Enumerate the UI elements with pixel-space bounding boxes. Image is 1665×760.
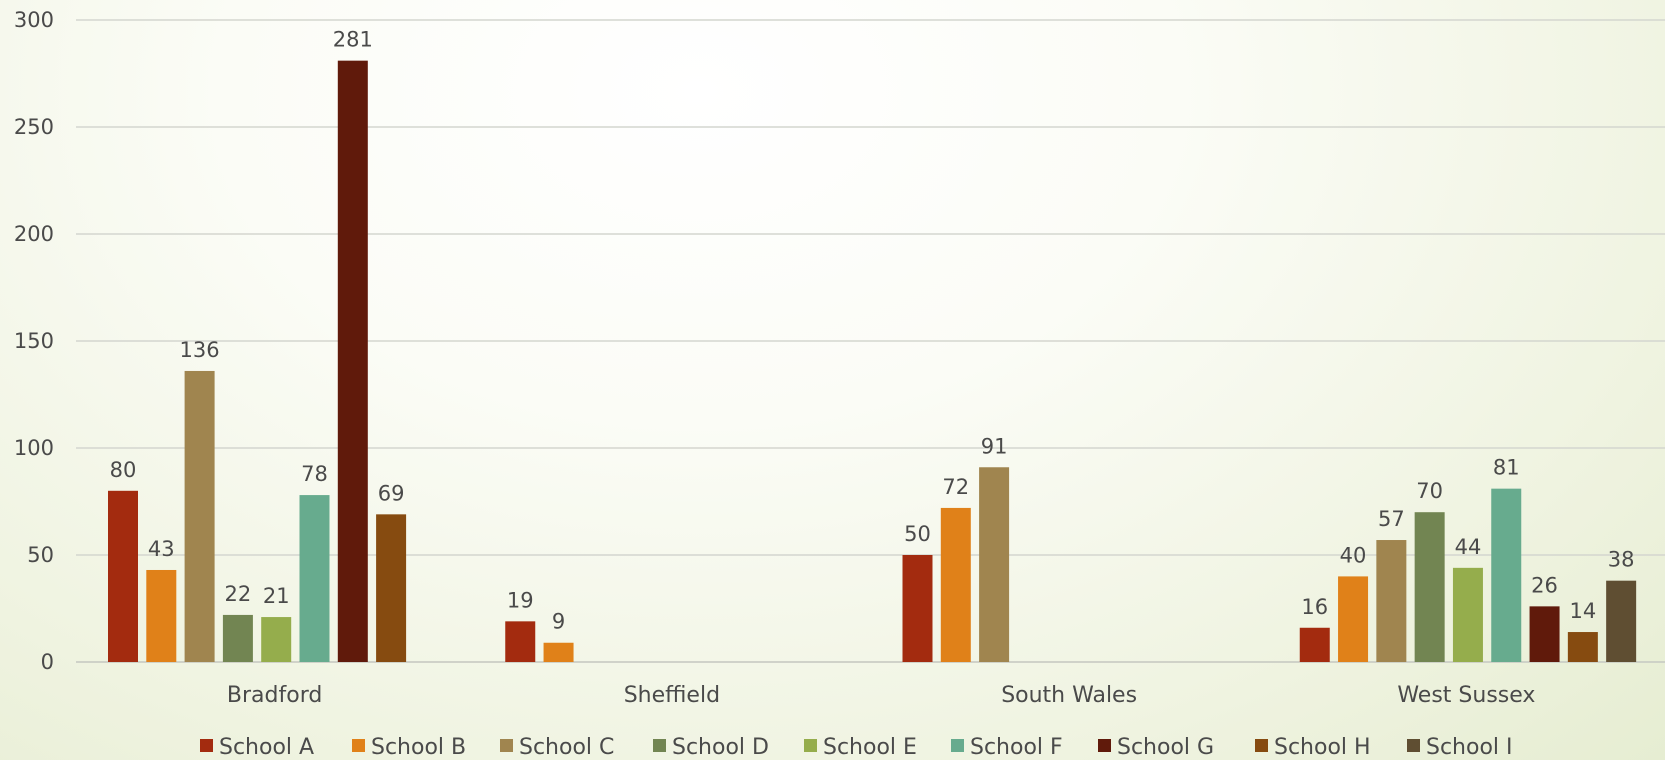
bar xyxy=(1491,488,1522,662)
x-category-label: South Wales xyxy=(1001,683,1137,708)
data-label: 38 xyxy=(1608,548,1635,572)
data-label: 78 xyxy=(301,462,328,486)
bar xyxy=(1567,632,1598,662)
x-axis-categories: Bradford Sheffield South Wales West Sussex xyxy=(227,683,1536,708)
data-label: 9 xyxy=(552,610,565,634)
legend-label: School E xyxy=(823,735,917,760)
bar xyxy=(376,514,407,662)
legend-swatch xyxy=(1098,739,1111,752)
data-label: 21 xyxy=(263,584,290,608)
data-label: 70 xyxy=(1416,479,1443,503)
bar xyxy=(261,617,292,662)
y-tick-label: 250 xyxy=(14,115,54,139)
bar xyxy=(543,642,574,662)
data-label: 91 xyxy=(981,434,1008,458)
legend-swatch xyxy=(951,739,964,752)
y-tick-label: 100 xyxy=(14,436,54,460)
legend: School A School B School C School D School E… xyxy=(200,735,1513,760)
legend-label: School F xyxy=(970,735,1063,760)
legend-label: School D xyxy=(672,735,769,760)
legend-label: School C xyxy=(519,735,614,760)
data-label: 26 xyxy=(1531,573,1558,597)
bar xyxy=(505,621,536,662)
x-category-label: West Sussex xyxy=(1397,683,1535,708)
legend-swatch xyxy=(500,739,513,752)
data-label: 16 xyxy=(1301,595,1328,619)
data-label: 72 xyxy=(942,475,969,499)
data-label: 80 xyxy=(110,458,137,482)
data-label: 44 xyxy=(1455,535,1482,559)
data-label: 14 xyxy=(1569,599,1596,623)
bar xyxy=(1338,576,1369,662)
legend-label: School B xyxy=(371,735,466,760)
bar xyxy=(1606,580,1637,662)
y-axis-ticks: 0 50 100 150 200 250 300 xyxy=(14,8,54,674)
bar xyxy=(299,495,330,662)
data-label: 81 xyxy=(1493,456,1520,480)
bar xyxy=(1452,567,1483,662)
bar xyxy=(222,614,253,662)
y-tick-label: 300 xyxy=(14,8,54,32)
bar xyxy=(1414,512,1445,662)
bars xyxy=(108,60,1637,663)
bar xyxy=(146,569,177,662)
y-tick-label: 150 xyxy=(14,329,54,353)
bar xyxy=(1299,627,1330,662)
bar xyxy=(184,370,215,662)
y-tick-label: 200 xyxy=(14,222,54,246)
legend-swatch xyxy=(1255,739,1268,752)
data-label: 50 xyxy=(904,522,931,546)
data-label: 40 xyxy=(1340,543,1367,567)
bar xyxy=(108,490,138,662)
legend-label: School A xyxy=(219,735,314,760)
data-label: 69 xyxy=(378,481,405,505)
data-labels: 80 43 136 22 21 78 281 69 19 9 50 72 91 16 40 57 70 44 81 2… xyxy=(110,28,1635,634)
bar xyxy=(940,507,971,662)
data-label: 22 xyxy=(225,582,252,606)
data-label: 281 xyxy=(333,28,373,52)
bar xyxy=(902,555,933,662)
x-category-label: Bradford xyxy=(227,683,322,708)
bar xyxy=(979,467,1010,662)
legend-swatch xyxy=(1407,739,1420,752)
x-category-label: Sheffield xyxy=(624,683,720,708)
bar xyxy=(1529,606,1560,662)
legend-swatch xyxy=(352,739,365,752)
data-label: 57 xyxy=(1378,507,1405,531)
data-label: 43 xyxy=(148,537,175,561)
data-label: 136 xyxy=(180,338,220,362)
legend-swatch xyxy=(653,739,666,752)
legend-label: School I xyxy=(1426,735,1513,760)
legend-swatch xyxy=(200,739,213,752)
legend-label: School G xyxy=(1117,735,1214,760)
data-label: 19 xyxy=(507,588,534,612)
bar xyxy=(1376,540,1407,662)
legend-label: School H xyxy=(1274,735,1371,760)
y-tick-label: 0 xyxy=(41,650,54,674)
legend-swatch xyxy=(804,739,817,752)
bar xyxy=(337,60,368,663)
y-tick-label: 50 xyxy=(27,543,54,567)
